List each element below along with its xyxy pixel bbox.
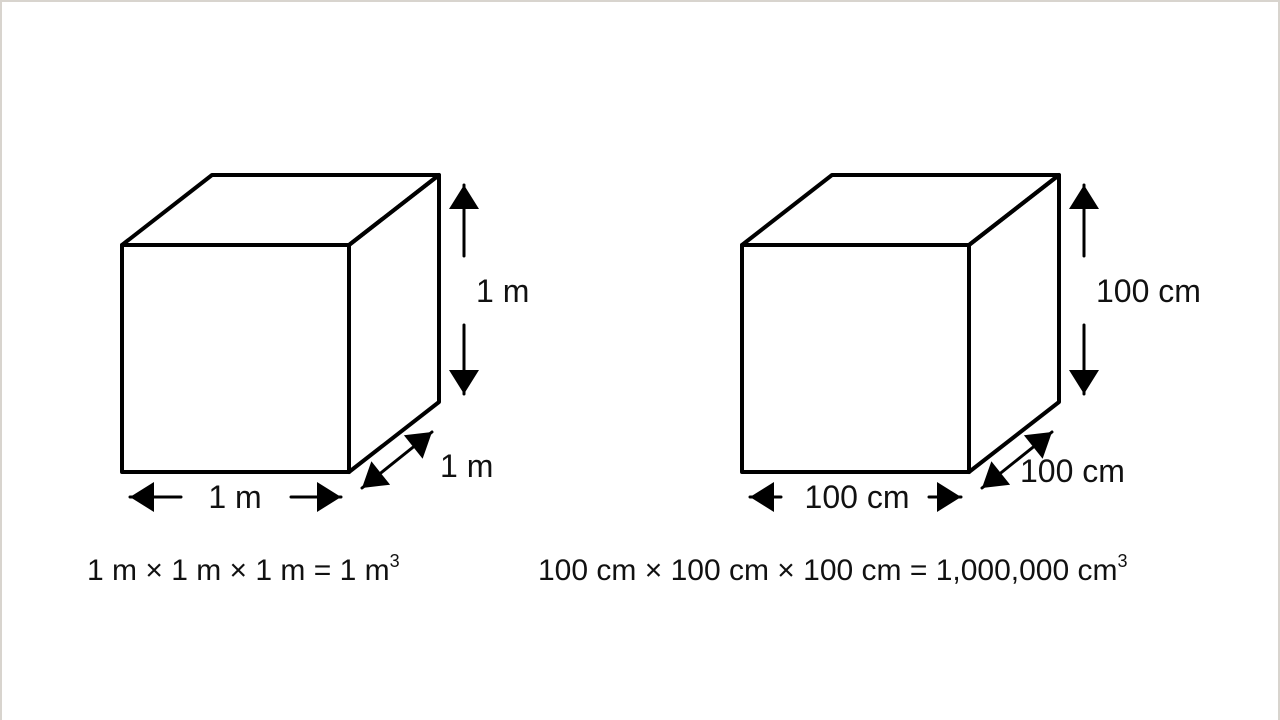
cube-m-eq-main: 1 m × 1 m × 1 m = 1 m bbox=[87, 554, 390, 587]
cube-m-width-dim: 1 m bbox=[130, 479, 341, 515]
diagram-svg: 1 m 1 m 1 m 1 m × 1 m × 1 m = 1 m3 bbox=[2, 2, 1278, 718]
cube-m-depth-label: 1 m bbox=[440, 448, 493, 484]
cube-cm-width-dim: 100 cm bbox=[750, 479, 961, 515]
cube-cm-width-label: 100 cm bbox=[805, 479, 910, 515]
cube-m-height-dim: 1 m bbox=[464, 185, 529, 394]
cube-cm-equation: 100 cm × 100 cm × 100 cm = 1,000,000 cm3 bbox=[538, 551, 1128, 587]
cube-cm-eq-main: 100 cm × 100 cm × 100 cm = 1,000,000 cm bbox=[538, 554, 1118, 587]
cube-cm-eq-sup: 3 bbox=[1118, 551, 1128, 571]
cube-m-depth-dim: 1 m bbox=[362, 432, 493, 488]
cube-m-width-label: 1 m bbox=[208, 479, 261, 515]
cube-m: 1 m 1 m 1 m bbox=[122, 175, 529, 515]
cube-cm-side bbox=[969, 175, 1059, 472]
diagram-frame: 1 m 1 m 1 m 1 m × 1 m × 1 m = 1 m3 bbox=[2, 2, 1278, 720]
cube-m-height-label: 1 m bbox=[476, 273, 529, 309]
cube-cm-height-dim: 100 cm bbox=[1084, 185, 1201, 394]
cube-m-side bbox=[349, 175, 439, 472]
cube-cm-front bbox=[742, 245, 969, 472]
cube-cm: 100 cm 100 cm 100 cm bbox=[742, 175, 1201, 515]
cube-m-equation: 1 m × 1 m × 1 m = 1 m3 bbox=[87, 551, 400, 587]
cube-m-eq-sup: 3 bbox=[390, 551, 400, 571]
cube-m-front bbox=[122, 245, 349, 472]
cube-cm-depth-dim: 100 cm bbox=[982, 432, 1125, 489]
cube-cm-height-label: 100 cm bbox=[1096, 273, 1201, 309]
cube-cm-depth-label: 100 cm bbox=[1020, 453, 1125, 489]
